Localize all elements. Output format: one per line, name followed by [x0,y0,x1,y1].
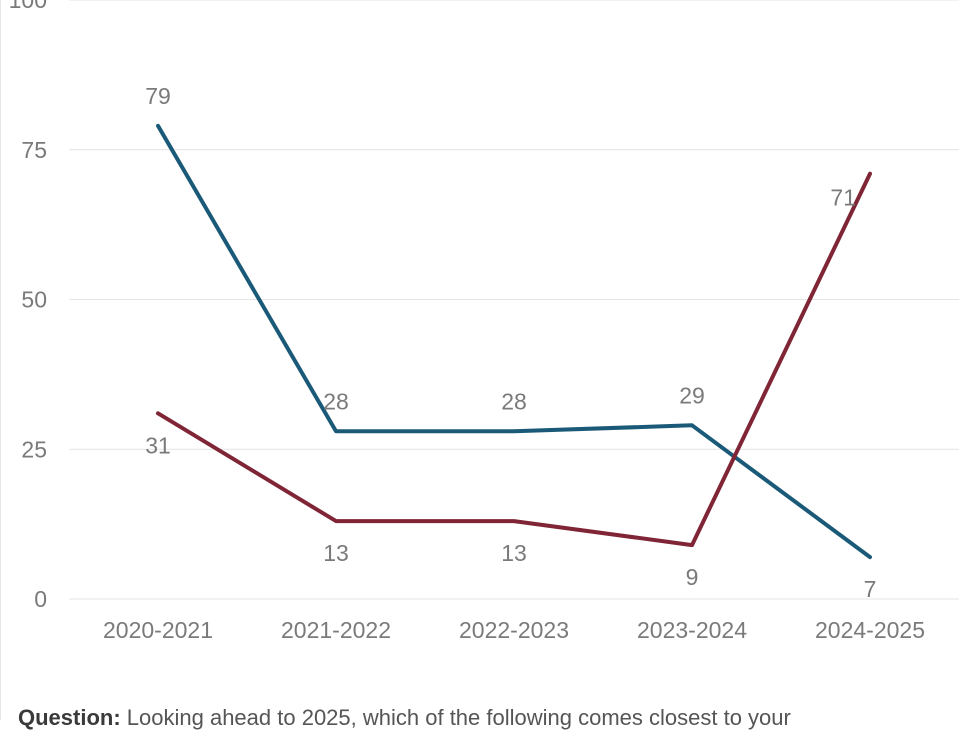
data-label: 29 [679,382,705,408]
data-label: 13 [323,540,349,566]
y-tick-label: 50 [21,287,47,313]
y-axis-tick-labels: 0 25 50 75 100 [9,0,47,612]
footnote-label: Question: [18,705,121,730]
data-label: 13 [501,540,527,566]
data-label: 79 [145,83,171,109]
gridlines [69,0,959,600]
x-tick-label: 2021-2022 [281,617,391,643]
question-footnote: Question: Looking ahead to 2025, which o… [18,704,968,732]
data-label: 7 [864,576,877,602]
y-tick-label: 0 [34,586,47,612]
y-tick-label: 75 [21,137,47,163]
y-tick-label: 100 [9,0,47,13]
series-line-2 [156,171,872,548]
x-tick-label: 2023-2024 [637,617,747,643]
x-tick-label: 2024-2025 [815,617,925,643]
series-lines [156,123,872,560]
data-labels: 79 28 28 29 7 31 13 13 9 71 [145,83,876,602]
data-label: 31 [145,432,171,458]
data-label: 9 [686,564,699,590]
data-label: 28 [323,388,349,414]
y-tick-label: 25 [21,436,47,462]
series-line-1 [156,123,872,560]
x-axis-tick-labels: 2020-2021 2021-2022 2022-2023 2023-2024 2024… [103,617,925,643]
x-tick-label: 2020-2021 [103,617,213,643]
data-label: 71 [830,185,856,211]
x-tick-label: 2022-2023 [459,617,569,643]
data-label: 28 [501,388,527,414]
footnote-text: Looking ahead to 2025, which of the foll… [120,705,791,730]
